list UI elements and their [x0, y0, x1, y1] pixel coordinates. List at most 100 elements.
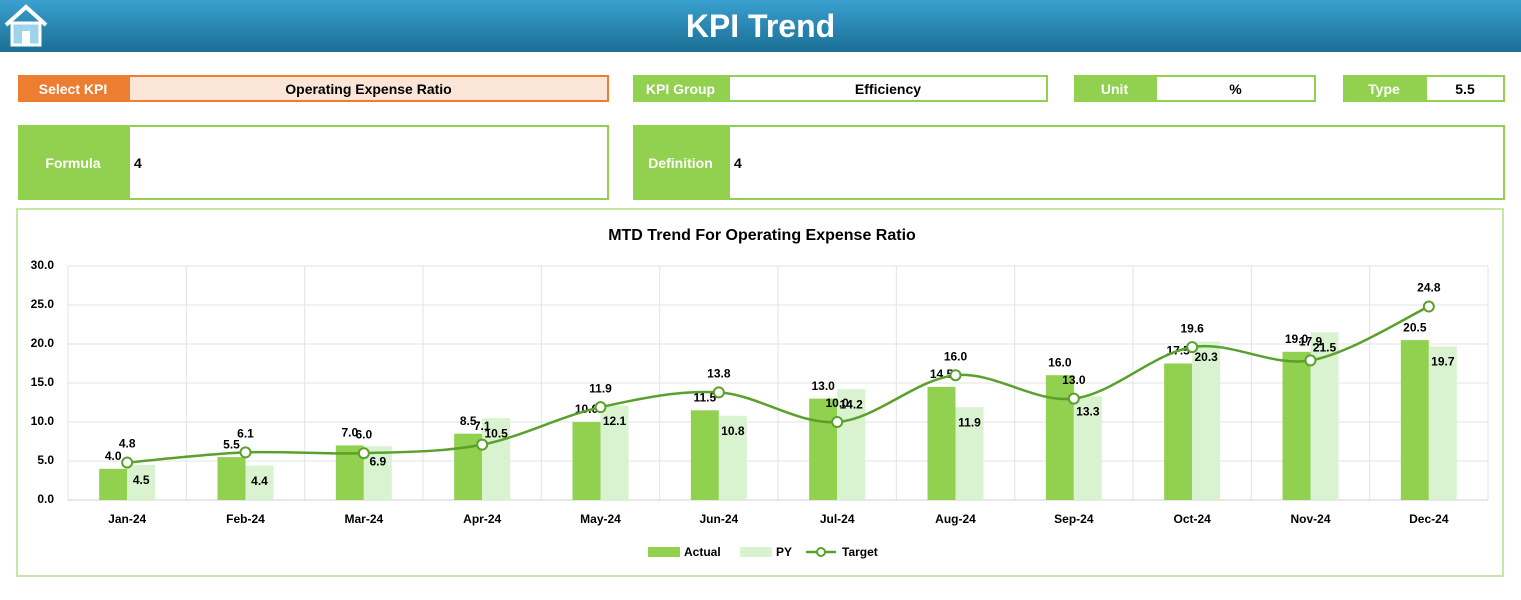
data-label: 12.1 — [603, 414, 627, 428]
legend-label: Actual — [684, 545, 721, 559]
bar — [217, 457, 246, 500]
data-label: 6.1 — [237, 427, 254, 441]
target-marker — [476, 438, 489, 451]
data-label: 24.8 — [1417, 281, 1441, 295]
bar — [1192, 341, 1221, 500]
data-label: 10.5 — [484, 426, 508, 440]
data-label: 16.0 — [944, 349, 968, 363]
target-marker — [1067, 392, 1080, 405]
data-label: 11.9 — [958, 415, 981, 429]
x-tick-label: Jun-24 — [699, 512, 738, 526]
legend-swatch — [648, 547, 680, 557]
chart-frame — [16, 208, 1504, 577]
data-label: 4.8 — [119, 437, 136, 451]
y-tick-label: 0.0 — [37, 492, 54, 506]
bar — [99, 468, 128, 500]
bar — [718, 415, 747, 500]
field-value: % — [1155, 75, 1316, 102]
x-tick-label: Sep-24 — [1054, 512, 1094, 526]
data-label: 11.5 — [693, 390, 716, 404]
bar — [245, 465, 274, 500]
home-icon[interactable] — [2, 3, 50, 49]
bar — [837, 389, 866, 500]
bar — [1282, 351, 1311, 500]
target-marker — [594, 401, 607, 414]
bar — [127, 464, 156, 500]
x-tick-label: Apr-24 — [463, 512, 501, 526]
data-label: 4.5 — [133, 473, 150, 487]
y-tick-label: 25.0 — [31, 297, 55, 311]
x-tick-label: Feb-24 — [226, 512, 265, 526]
data-label: 19.0 — [1285, 332, 1309, 346]
field-value: Efficiency — [728, 75, 1048, 102]
field-label: Unit — [1074, 75, 1155, 102]
x-tick-label: Dec-24 — [1409, 512, 1449, 526]
bar — [572, 422, 601, 500]
y-tick-label: 10.0 — [31, 414, 55, 428]
legend-swatch — [816, 547, 826, 557]
data-label: 20.3 — [1194, 350, 1218, 364]
target-marker — [239, 446, 252, 459]
target-marker — [121, 456, 134, 469]
x-tick-label: Mar-24 — [344, 512, 383, 526]
field-label: Definition — [633, 125, 728, 200]
data-label: 7.0 — [341, 426, 358, 440]
target-marker — [949, 369, 962, 382]
legend-label: Target — [842, 545, 878, 559]
legend-swatch — [740, 547, 772, 557]
data-label: 19.6 — [1180, 321, 1204, 335]
data-label: 4.4 — [251, 474, 268, 488]
y-tick-label: 5.0 — [37, 453, 54, 467]
target-marker — [1422, 300, 1435, 313]
kpi-select[interactable]: Operating Expense Ratio — [128, 75, 609, 102]
data-label: 13.0 — [1062, 373, 1086, 387]
data-label: 19.7 — [1431, 355, 1455, 369]
data-label: 4.0 — [105, 449, 122, 463]
data-label: 5.5 — [223, 437, 240, 451]
y-tick-label: 15.0 — [31, 375, 55, 389]
data-label: 10.8 — [721, 424, 745, 438]
target-marker — [1304, 354, 1317, 367]
data-label: 14.2 — [839, 397, 863, 411]
header-bar: KPI Trend — [0, 0, 1521, 52]
bar — [600, 405, 629, 500]
data-label: 13.8 — [707, 367, 731, 381]
data-label: 8.5 — [460, 414, 477, 428]
field-value: 4 — [128, 125, 609, 200]
bar — [690, 410, 719, 500]
target-marker — [357, 447, 370, 460]
field-value: 5.5 — [1425, 75, 1505, 102]
home-door — [22, 31, 30, 45]
page-title: KPI Trend — [685, 8, 836, 44]
bar — [927, 386, 956, 500]
data-label: 20.5 — [1403, 320, 1427, 334]
chart-title: MTD Trend For Operating Expense Ratio — [608, 227, 916, 244]
bar — [1073, 396, 1102, 500]
data-label: 7.1 — [474, 419, 491, 433]
bar — [1428, 346, 1457, 500]
home-roof — [4, 4, 48, 27]
x-tick-label: Aug-24 — [935, 512, 976, 526]
bar — [809, 398, 838, 500]
field-label: Formula — [18, 125, 128, 200]
bar — [1164, 363, 1193, 500]
field-value: 4 — [728, 125, 1505, 200]
x-tick-label: Jul-24 — [820, 512, 855, 526]
x-tick-label: Nov-24 — [1290, 512, 1330, 526]
target-marker — [712, 386, 725, 399]
target-marker — [831, 416, 844, 428]
bar — [1400, 340, 1429, 500]
data-label: 21.5 — [1313, 340, 1337, 354]
data-label: 6.0 — [355, 427, 372, 441]
bar — [1045, 375, 1074, 500]
legend-label: PY — [776, 545, 792, 559]
data-label: 6.9 — [369, 454, 386, 468]
x-tick-label: Jan-24 — [108, 512, 146, 526]
field-label: Type — [1343, 75, 1425, 102]
bar — [482, 418, 511, 500]
target-marker — [1186, 341, 1199, 354]
x-tick-label: May-24 — [580, 512, 621, 526]
data-label: 13.3 — [1076, 404, 1100, 418]
data-label: 16.0 — [1048, 355, 1072, 369]
